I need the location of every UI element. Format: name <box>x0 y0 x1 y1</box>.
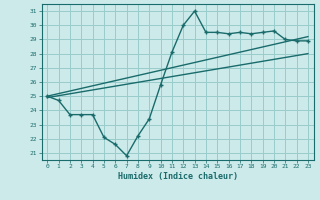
X-axis label: Humidex (Indice chaleur): Humidex (Indice chaleur) <box>118 172 237 181</box>
